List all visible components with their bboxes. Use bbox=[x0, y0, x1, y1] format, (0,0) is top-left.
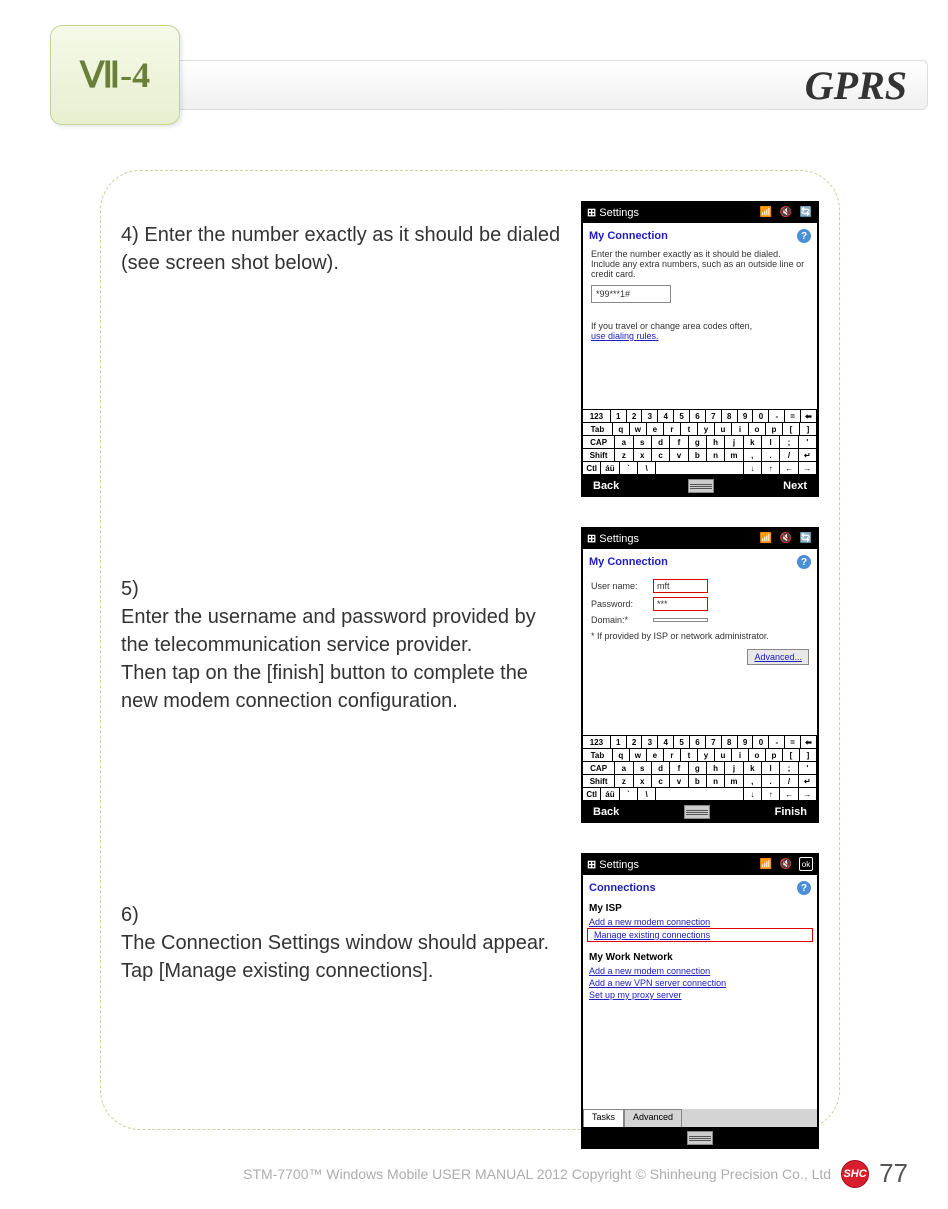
step-5-num: 5) bbox=[121, 578, 139, 600]
ss1-topbar: ⊞ Settings 📶 🔇 🔄 bbox=[581, 201, 819, 223]
title-bar: GPRS bbox=[110, 60, 928, 110]
ss1-next-button[interactable]: Next bbox=[783, 480, 807, 492]
signal-icon: 📶 bbox=[759, 857, 773, 871]
password-input[interactable]: *** bbox=[653, 597, 708, 611]
screenshot-2: ⊞ Settings 📶 🔇 🔄 My Connection ? User na… bbox=[581, 527, 819, 823]
domain-input[interactable] bbox=[653, 618, 708, 622]
ss1-topbar-title: ⊞ Settings bbox=[587, 206, 639, 219]
username-label: User name: bbox=[591, 581, 653, 591]
advanced-button[interactable]: Advanced... bbox=[747, 649, 809, 665]
content-area: 4) Enter the number exactly as it should… bbox=[100, 170, 840, 1130]
step-6-body: The Connection Settings window should ap… bbox=[121, 932, 549, 982]
password-label: Password: bbox=[591, 599, 653, 609]
section-number: Ⅶ-4 bbox=[80, 54, 150, 96]
help-icon[interactable]: ? bbox=[797, 881, 811, 895]
page-footer: STM-7700™ Windows Mobile USER MANUAL 201… bbox=[40, 1158, 908, 1189]
screenshot-3: ⊞ Settings 📶 🔇 ok Connections ? My ISP A… bbox=[581, 853, 819, 1149]
my-isp-title: My ISP bbox=[583, 901, 817, 916]
volume-icon: 🔇 bbox=[779, 857, 793, 871]
my-work-title: My Work Network bbox=[583, 950, 817, 965]
tab-advanced[interactable]: Advanced bbox=[624, 1109, 682, 1127]
step-4-row: 4) Enter the number exactly as it should… bbox=[121, 201, 819, 497]
step-5-row: 5) Enter the username and password provi… bbox=[121, 527, 819, 823]
page-number: 77 bbox=[879, 1158, 908, 1189]
volume-icon: 🔇 bbox=[779, 205, 793, 219]
work-proxy-link[interactable]: Set up my proxy server bbox=[583, 989, 817, 1001]
ss2-header: My Connection ? bbox=[583, 549, 817, 575]
ss2-finish-button[interactable]: Finish bbox=[775, 806, 807, 818]
ss3-tabs: Tasks Advanced bbox=[583, 1109, 817, 1127]
ok-button[interactable]: ok bbox=[799, 857, 813, 871]
ss2-content: User name: mft Password: *** Domain:* * … bbox=[583, 579, 817, 665]
ss2-body: My Connection ? User name: mft Password:… bbox=[583, 549, 817, 801]
isp-add-modem-link[interactable]: Add a new modem connection bbox=[583, 916, 817, 928]
step-4-num: 4) bbox=[121, 224, 139, 246]
ss2-keyboard[interactable]: 1231234567890-=⬅ Tabqwertyuiop[] CAPasdf… bbox=[583, 735, 817, 801]
page-title: GPRS bbox=[805, 62, 907, 109]
tab-tasks[interactable]: Tasks bbox=[583, 1109, 624, 1127]
ss2-back-button[interactable]: Back bbox=[593, 806, 619, 818]
page-header: Ⅶ-4 GPRS bbox=[50, 50, 928, 170]
battery-icon: 🔄 bbox=[799, 531, 813, 545]
ss3-header: Connections ? bbox=[583, 875, 817, 901]
ss2-footnote: * If provided by ISP or network administ… bbox=[591, 631, 809, 641]
username-input[interactable]: mft bbox=[653, 579, 708, 593]
ss2-bottombar: Back Finish bbox=[581, 801, 819, 823]
step-5-body: Enter the username and password provided… bbox=[121, 606, 536, 712]
ss1-bottombar: Back Next bbox=[581, 475, 819, 497]
keyboard-toggle-icon[interactable] bbox=[684, 805, 710, 819]
step-6-text: 6) The Connection Settings window should… bbox=[121, 853, 581, 985]
shc-logo: SHC bbox=[841, 1160, 869, 1188]
ss2-topbar-title: ⊞ Settings bbox=[587, 532, 639, 545]
ss1-instruction: Enter the number exactly as it should be… bbox=[591, 249, 809, 279]
step-6-num: 6) bbox=[121, 904, 139, 926]
step-6-row: 6) The Connection Settings window should… bbox=[121, 853, 819, 1149]
signal-icon: 📶 bbox=[759, 205, 773, 219]
ss1-body: My Connection ? Enter the number exactly… bbox=[583, 223, 817, 475]
footer-copyright: STM-7700™ Windows Mobile USER MANUAL 201… bbox=[243, 1166, 831, 1182]
battery-icon: 🔄 bbox=[799, 205, 813, 219]
ss3-topbar-title: ⊞ Settings bbox=[587, 858, 639, 871]
step-4-text: 4) Enter the number exactly as it should… bbox=[121, 201, 581, 277]
ss3-topbar-icons: 📶 🔇 ok bbox=[759, 857, 813, 871]
ss3-body: Connections ? My ISP Add a new modem con… bbox=[583, 875, 817, 1127]
keyboard-toggle-icon[interactable] bbox=[688, 479, 714, 493]
keyboard-toggle-icon[interactable] bbox=[687, 1131, 713, 1145]
ss1-dialing-link[interactable]: use dialing rules. bbox=[591, 331, 659, 341]
ss3-bottombar bbox=[581, 1127, 819, 1149]
manage-connections-link[interactable]: Manage existing connections bbox=[587, 928, 813, 942]
help-icon[interactable]: ? bbox=[797, 555, 811, 569]
volume-icon: 🔇 bbox=[779, 531, 793, 545]
ss1-header: My Connection ? bbox=[583, 223, 817, 249]
ss1-keyboard[interactable]: 1231234567890-=⬅ Tabqwertyuiop[] CAPasdf… bbox=[583, 409, 817, 475]
ss1-topbar-icons: 📶 🔇 🔄 bbox=[759, 205, 813, 219]
screenshot-1: ⊞ Settings 📶 🔇 🔄 My Connection ? Enter t… bbox=[581, 201, 819, 497]
work-add-vpn-link[interactable]: Add a new VPN server connection bbox=[583, 977, 817, 989]
ss1-content: Enter the number exactly as it should be… bbox=[583, 249, 817, 341]
step-4-body: Enter the number exactly as it should be… bbox=[121, 224, 560, 274]
step-5-text: 5) Enter the username and password provi… bbox=[121, 527, 581, 715]
ss2-topbar: ⊞ Settings 📶 🔇 🔄 bbox=[581, 527, 819, 549]
ss2-topbar-icons: 📶 🔇 🔄 bbox=[759, 531, 813, 545]
signal-icon: 📶 bbox=[759, 531, 773, 545]
ss1-phone-input[interactable]: *99***1# bbox=[591, 285, 671, 303]
work-add-modem-link[interactable]: Add a new modem connection bbox=[583, 965, 817, 977]
domain-label: Domain:* bbox=[591, 615, 653, 625]
ss1-note: If you travel or change area codes often… bbox=[591, 321, 809, 331]
help-icon[interactable]: ? bbox=[797, 229, 811, 243]
ss1-back-button[interactable]: Back bbox=[593, 480, 619, 492]
section-tab: Ⅶ-4 bbox=[50, 25, 180, 125]
ss3-topbar: ⊞ Settings 📶 🔇 ok bbox=[581, 853, 819, 875]
